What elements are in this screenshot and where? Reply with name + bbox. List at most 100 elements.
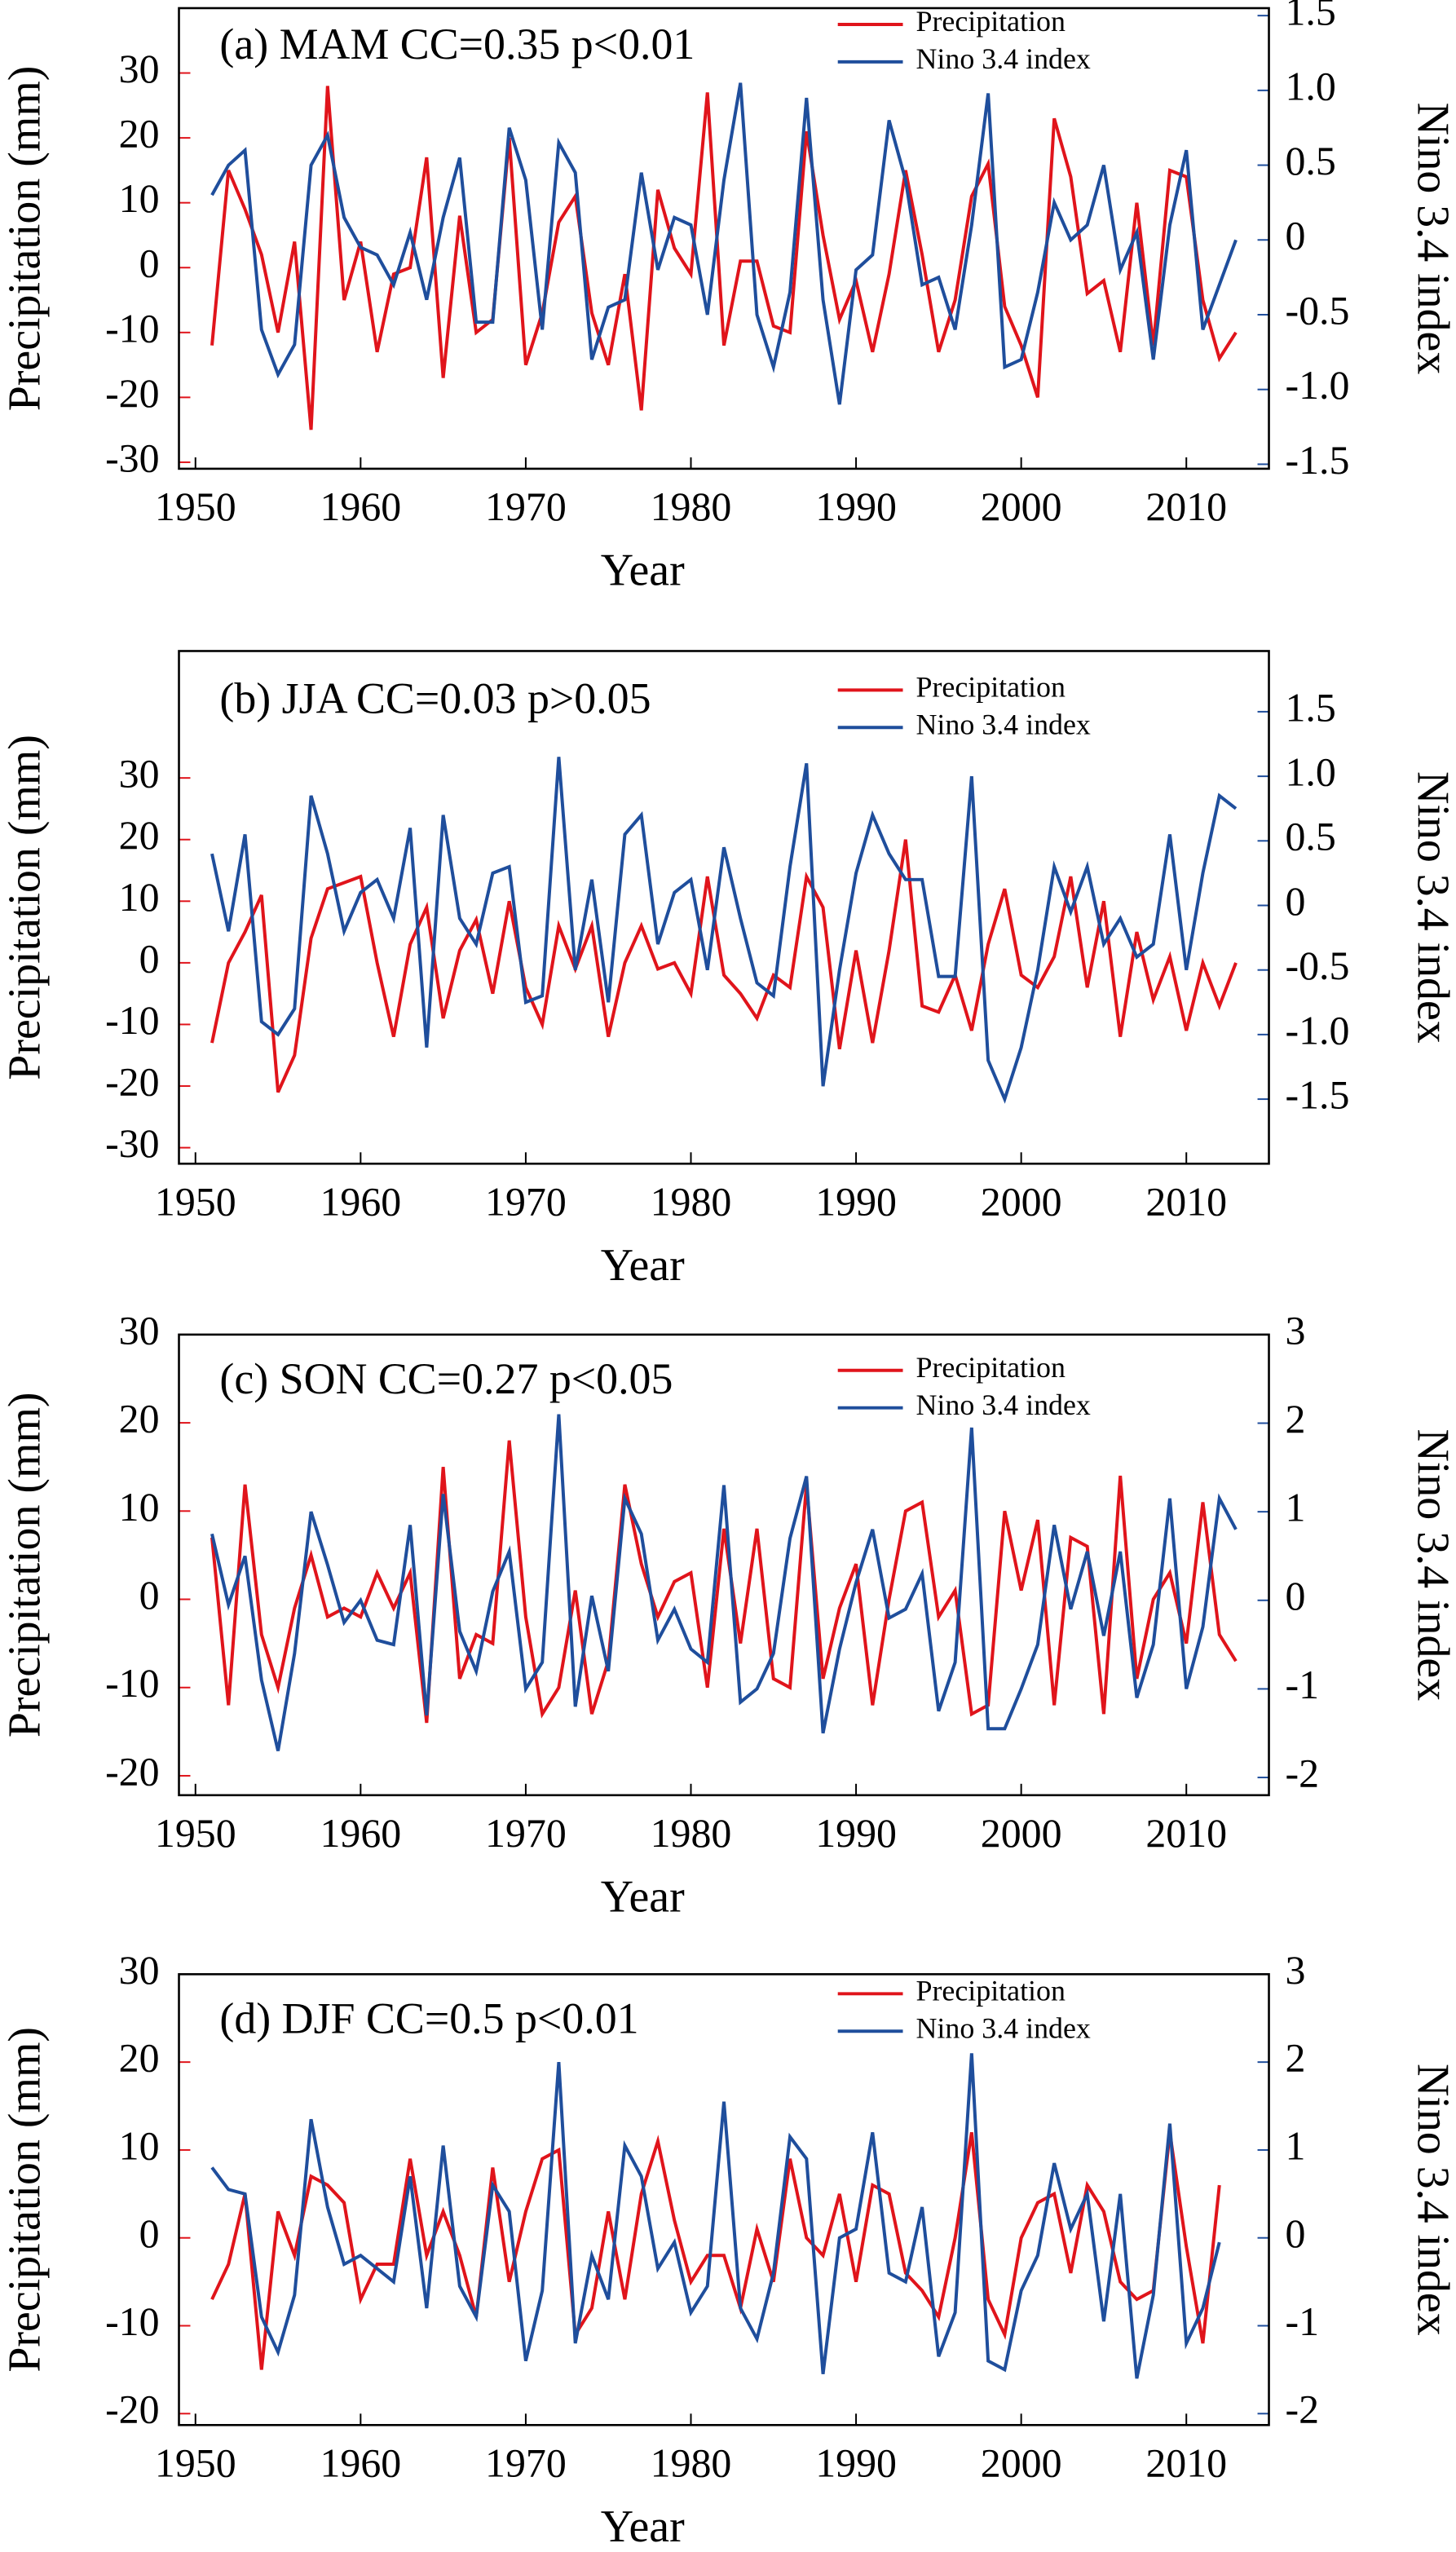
x-tick-label: 1970 <box>485 484 567 529</box>
y2-tick-label: -0.5 <box>1285 943 1349 988</box>
x-tick-label: 1950 <box>155 484 236 529</box>
y-tick-label: -10 <box>105 306 159 351</box>
y-tick-label: -20 <box>105 1749 159 1794</box>
y2-tick-label: 3 <box>1285 1308 1305 1353</box>
x-tick-label: 1950 <box>155 1180 236 1225</box>
x-tick-label: 1980 <box>651 484 732 529</box>
plot-frame <box>178 1973 1270 2426</box>
y-tick-label: -30 <box>105 435 159 480</box>
y-tick-label: 10 <box>119 875 160 920</box>
x-tick-label: 2000 <box>981 2441 1062 2486</box>
x-tick-label: 2010 <box>1145 1811 1227 1856</box>
x-tick-label: 2000 <box>981 1180 1062 1225</box>
y-tick-label: -20 <box>105 2387 159 2432</box>
y2-tick-label: 1.5 <box>1285 0 1335 34</box>
legend-label: Precipitation <box>916 1975 1065 2007</box>
x-tick-label: 1980 <box>651 2441 732 2486</box>
legend-label: Precipitation <box>916 5 1065 38</box>
y2-tick-label: -1 <box>1285 1662 1319 1707</box>
legend-label: Precipitation <box>916 1351 1065 1384</box>
x-tick-label: 2010 <box>1145 2441 1227 2486</box>
x-tick-label: 1970 <box>485 1811 567 1856</box>
y2-tick-label: -1.5 <box>1285 1073 1349 1118</box>
y2-axis-label: Nino 3.4 index <box>1407 103 1456 375</box>
x-tick-label: 1960 <box>320 2441 401 2486</box>
y2-tick-label: -0.5 <box>1285 288 1349 333</box>
y-tick-label: 10 <box>119 176 160 221</box>
y2-tick-label: -1.5 <box>1285 438 1349 483</box>
y-tick-label: 0 <box>139 1573 160 1618</box>
series-line <box>210 2053 1221 2379</box>
y-tick-label: -10 <box>105 1661 159 1706</box>
y2-tick-label: 0.5 <box>1285 139 1335 183</box>
series-line <box>210 1414 1238 1751</box>
panel: 1950 1960 1970 1980 1990 2000 2010 -30 -20 -10 0 10… <box>0 0 1456 595</box>
x-tick-label: 1950 <box>155 2441 236 2486</box>
x-tick-label: 2010 <box>1145 484 1227 529</box>
y2-tick-label: 2 <box>1285 1397 1305 1442</box>
legend-label: Nino 3.4 index <box>916 2011 1090 2044</box>
y2-tick-label: 3 <box>1285 1948 1305 1993</box>
y-tick-label: 0 <box>139 936 160 981</box>
y2-tick-label: -1.0 <box>1285 1008 1349 1053</box>
y2-axis-label: Nino 3.4 index <box>1407 771 1456 1044</box>
y-tick-label: -10 <box>105 998 159 1043</box>
x-tick-label: 1990 <box>815 1180 897 1225</box>
y2-tick-label: 1 <box>1285 1486 1305 1530</box>
y2-tick-label: 1.0 <box>1285 64 1335 108</box>
y-tick-label: 20 <box>119 112 160 157</box>
x-axis-label: Year <box>601 1871 685 1922</box>
panel-title: (b) JJA CC=0.03 p>0.05 <box>219 674 651 723</box>
y2-tick-label: 0 <box>1285 2211 1305 2256</box>
x-tick-label: 1980 <box>651 1811 732 1856</box>
x-tick-label: 1970 <box>485 1180 567 1225</box>
panel-title: (d) DJF CC=0.5 p<0.01 <box>219 1994 638 2043</box>
y2-tick-label: 2 <box>1285 2036 1305 2081</box>
y-tick-label: 0 <box>139 241 160 286</box>
y2-tick-label: -2 <box>1285 2387 1319 2432</box>
legend-label: Nino 3.4 index <box>916 42 1090 75</box>
y2-tick-label: -2 <box>1285 1751 1319 1795</box>
panel: 1950 1960 1970 1980 1990 2000 2010 -30 -20 -10 0 10… <box>0 650 1456 1291</box>
series-line <box>210 2132 1221 2370</box>
y2-tick-label: -1 <box>1285 2299 1319 2344</box>
y-tick-label: 20 <box>119 813 160 858</box>
series-line <box>210 86 1238 430</box>
x-tick-label: 1960 <box>320 484 401 529</box>
y-tick-label: 10 <box>119 2123 160 2168</box>
series-line <box>210 1440 1238 1724</box>
x-tick-label: 1990 <box>815 484 897 529</box>
plot-frame <box>178 7 1270 470</box>
y-axis-label: Precipitation (mm) <box>0 66 51 412</box>
y-tick-label: 30 <box>119 1308 160 1353</box>
y-tick-label: 30 <box>119 1948 160 1993</box>
y2-axis-label: Nino 3.4 index <box>1407 1428 1456 1701</box>
x-tick-label: 1990 <box>815 2441 897 2486</box>
y-axis-label: Precipitation (mm) <box>0 2027 51 2373</box>
y-tick-label: 20 <box>119 2036 160 2081</box>
x-tick-label: 1950 <box>155 1811 236 1856</box>
plot-frame <box>178 650 1270 1165</box>
x-tick-label: 1960 <box>320 1180 401 1225</box>
legend-label: Precipitation <box>916 671 1065 704</box>
x-tick-label: 2000 <box>981 484 1062 529</box>
y2-tick-label: 0 <box>1285 214 1305 258</box>
panel-title: (c) SON CC=0.27 p<0.05 <box>219 1354 673 1403</box>
x-tick-label: 1990 <box>815 1811 897 1856</box>
y2-tick-label: 0 <box>1285 879 1305 924</box>
y2-tick-label: -1.0 <box>1285 363 1349 408</box>
y2-tick-label: 1.5 <box>1285 685 1335 730</box>
panel-title: (a) MAM CC=0.35 p<0.01 <box>219 20 695 68</box>
y-tick-label: 30 <box>119 752 160 797</box>
legend-label: Nino 3.4 index <box>916 1389 1090 1421</box>
y-tick-label: -10 <box>105 2299 159 2344</box>
y2-tick-label: 1.0 <box>1285 750 1335 795</box>
y2-tick-label: 0.5 <box>1285 815 1335 859</box>
x-tick-label: 1970 <box>485 2441 567 2486</box>
y-axis-label: Precipitation (mm) <box>0 735 51 1080</box>
series-line <box>210 839 1238 1093</box>
y-tick-label: -20 <box>105 371 159 416</box>
panel: 1950 1960 1970 1980 1990 2000 2010 -20 -10 0 10 20 3… <box>0 1948 1456 2552</box>
plot-frame <box>178 1333 1270 1797</box>
